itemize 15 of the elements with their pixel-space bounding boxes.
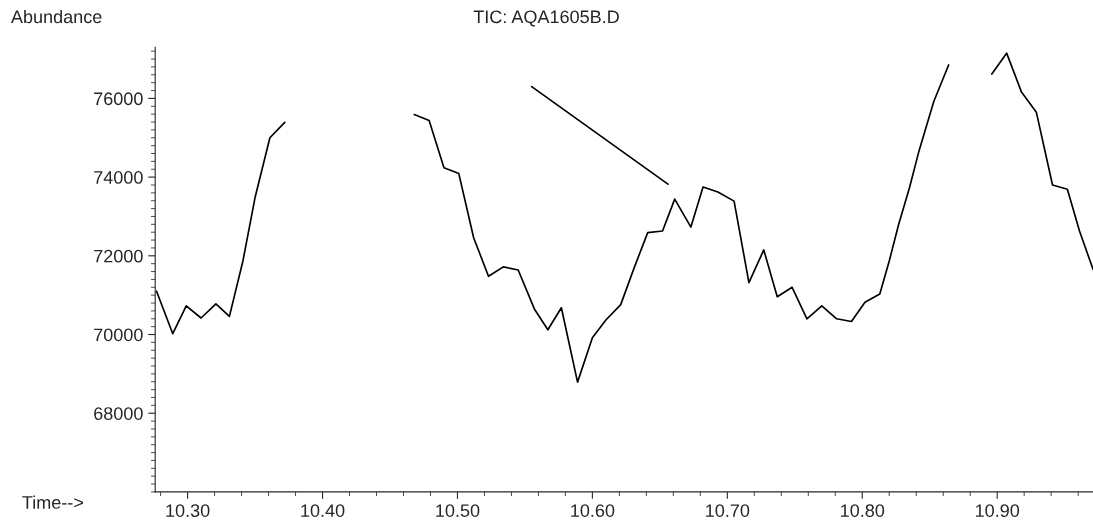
x-tick-label: 10.70 — [706, 504, 750, 517]
x-tick-label: 10.60 — [571, 504, 615, 517]
y-tick-label: 68000 — [94, 407, 143, 420]
x-tick-label: 10.40 — [301, 504, 345, 517]
y-tick-label: 76000 — [94, 92, 143, 106]
y-tick-label: 72000 — [94, 249, 143, 263]
chart-title: TIC: AQA1605B.D — [473, 10, 619, 27]
y-tick-label: 70000 — [94, 328, 143, 342]
x-tick-label: 10.30 — [166, 504, 210, 517]
x-tick-label: 10.80 — [841, 504, 885, 517]
y-tick-label: 74000 — [94, 171, 143, 184]
x-tick-label: 10.90 — [975, 504, 1020, 517]
x-tick-label: 10.50 — [436, 504, 480, 517]
y-axis-title: Abundance — [10, 9, 102, 24]
x-axis-title: Time--> — [22, 495, 83, 509]
